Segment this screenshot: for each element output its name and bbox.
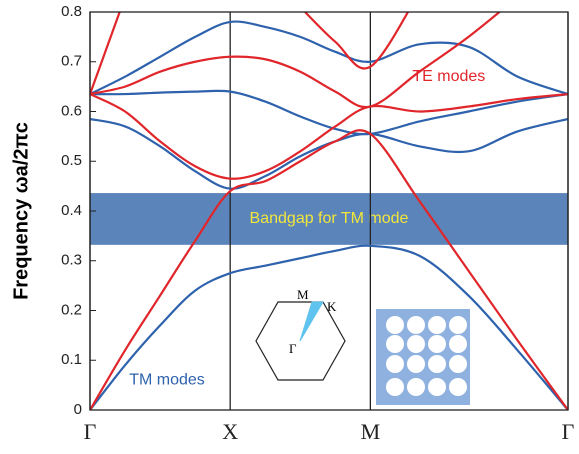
annotation: TM modes — [129, 371, 205, 388]
y-tick-label: 0.8 — [61, 3, 82, 20]
y-tick-label: 0.5 — [61, 152, 82, 169]
inset-label: Γ — [289, 341, 297, 356]
y-tick-label: 0.1 — [61, 351, 82, 368]
band-curve — [90, 130, 568, 410]
x-tick-label: Γ — [84, 419, 97, 444]
lattice-inset — [376, 309, 470, 405]
page: Frequency ωa/2πc Bandgap for TM mode 0 0.1… — [0, 0, 579, 454]
band-curve — [90, 22, 568, 95]
band-curve — [90, 0, 518, 107]
curve-group — [90, 22, 568, 95]
chart: Frequency ωa/2πc Bandgap for TM mode 0 0.1… — [0, 0, 579, 449]
y-tick-label: 0 — [74, 401, 82, 418]
x-tick-label: M — [361, 419, 381, 444]
curve-group — [90, 0, 518, 107]
y-axis-label: Frequency ωa/2πc — [10, 122, 32, 300]
band-curve — [90, 91, 568, 134]
inset-label: M — [297, 287, 309, 302]
irreducible-zone — [300, 302, 323, 341]
y-tick-label: 0.7 — [61, 53, 82, 70]
y-tick-label: 0.4 — [61, 202, 82, 219]
y-tick-label: 0.2 — [61, 301, 82, 318]
x-tick-label: Γ — [562, 419, 575, 444]
band-curve — [300, 0, 419, 68]
bandgap-label: Bandgap for TM mode — [250, 210, 409, 227]
brillouin-zone-inset: M K Γ — [256, 287, 345, 380]
inset-label: K — [327, 299, 337, 314]
curve-group — [90, 130, 568, 410]
curve-group — [300, 0, 419, 68]
x-tick-label: X — [222, 419, 238, 444]
annotation: TE modes — [412, 68, 485, 85]
y-tick-label: 0.6 — [61, 102, 82, 119]
curve-group — [90, 91, 568, 134]
y-tick-label: 0.3 — [61, 252, 82, 269]
